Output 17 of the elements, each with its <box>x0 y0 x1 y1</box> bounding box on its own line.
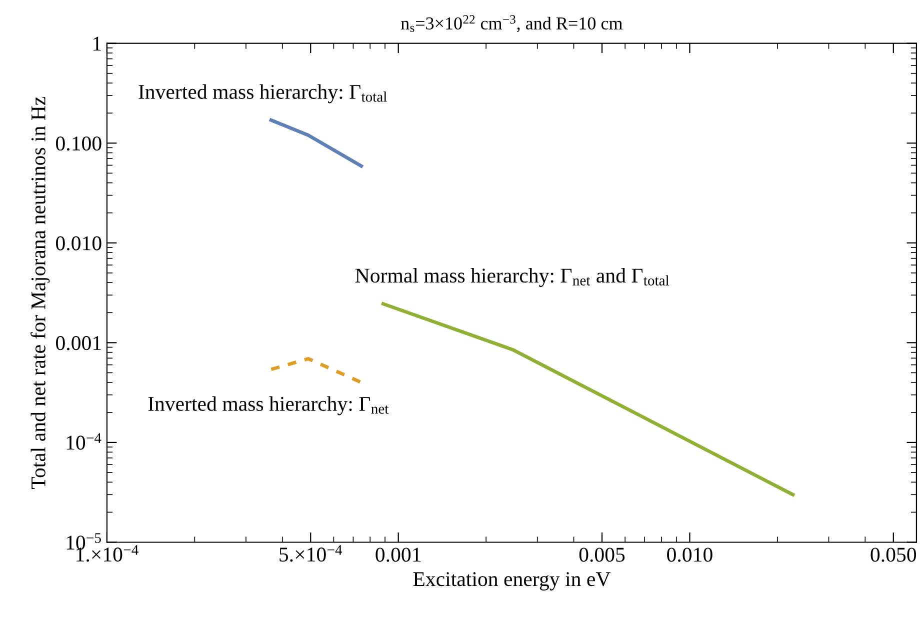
y-tick-label: 1 <box>94 36 101 51</box>
x-tick-label: 0.001 <box>376 548 421 562</box>
x-axis-title: Excitation energy in eV <box>413 572 611 590</box>
annotation: Normal mass hierarchy: Γ$_{net}$ and Γ$_{total}$ <box>355 268 670 287</box>
x-tick-label: 5.×10$^{−4}$ <box>280 545 342 562</box>
annotation: Inverted mass hierarchy: Γ$_{net}$ <box>148 396 389 416</box>
y-tick-label: 0.100 <box>56 136 102 151</box>
chart-title: n$_{s}$=3×10$^{22}$ cm$^{−3}$, and R=10 cm <box>400 15 622 32</box>
y-tick-label: 0.001 <box>56 336 101 350</box>
x-tick-label: 0.050 <box>870 548 916 562</box>
x-tick-label: 0.010 <box>667 548 712 562</box>
x-tick-label: 0.005 <box>579 548 625 562</box>
y-tick-label: 10$^{−4}$ <box>66 433 102 450</box>
y-axis-title: Total and net rate for Majorana neutrinos in Hz <box>30 96 50 489</box>
y-tick-label: 10$^{−5}$ <box>66 533 101 550</box>
annotation: Inverted mass hierarchy: Γ$_{total}$ <box>138 84 387 104</box>
y-tick-label: 0.010 <box>56 236 102 250</box>
